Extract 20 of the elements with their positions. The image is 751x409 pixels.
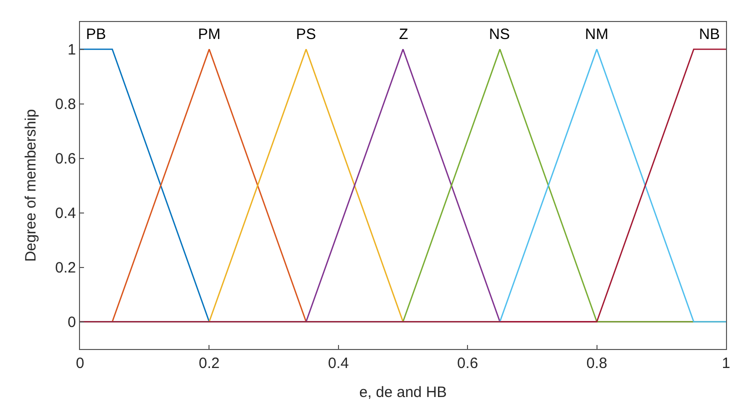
y-tick-label: 0 xyxy=(68,314,76,331)
x-axis-title: e, de and HB xyxy=(359,384,447,401)
series-label: NM xyxy=(585,26,608,43)
series-label: PM xyxy=(198,26,220,43)
x-tick-label: 0.8 xyxy=(586,355,608,372)
x-tick-label: 0.6 xyxy=(457,355,478,372)
x-tick-label: 0.4 xyxy=(328,355,349,372)
series-label: PB xyxy=(86,26,106,43)
y-tick-label: 0.4 xyxy=(55,205,76,222)
y-tick-label: 0.6 xyxy=(55,150,76,168)
y-tick-label: 0.8 xyxy=(55,96,76,113)
y-axis-title: Degree of membership xyxy=(22,109,40,262)
y-tick-label: 1 xyxy=(68,42,76,58)
series-label: NS xyxy=(489,26,510,43)
x-tick-label: 1 xyxy=(722,355,730,372)
series-label: NB xyxy=(699,26,720,43)
x-tick-label: 0.2 xyxy=(198,355,220,372)
series-label: PS xyxy=(296,26,316,43)
y-tick-label: 0.2 xyxy=(55,260,76,276)
series-label: Z xyxy=(399,26,408,43)
